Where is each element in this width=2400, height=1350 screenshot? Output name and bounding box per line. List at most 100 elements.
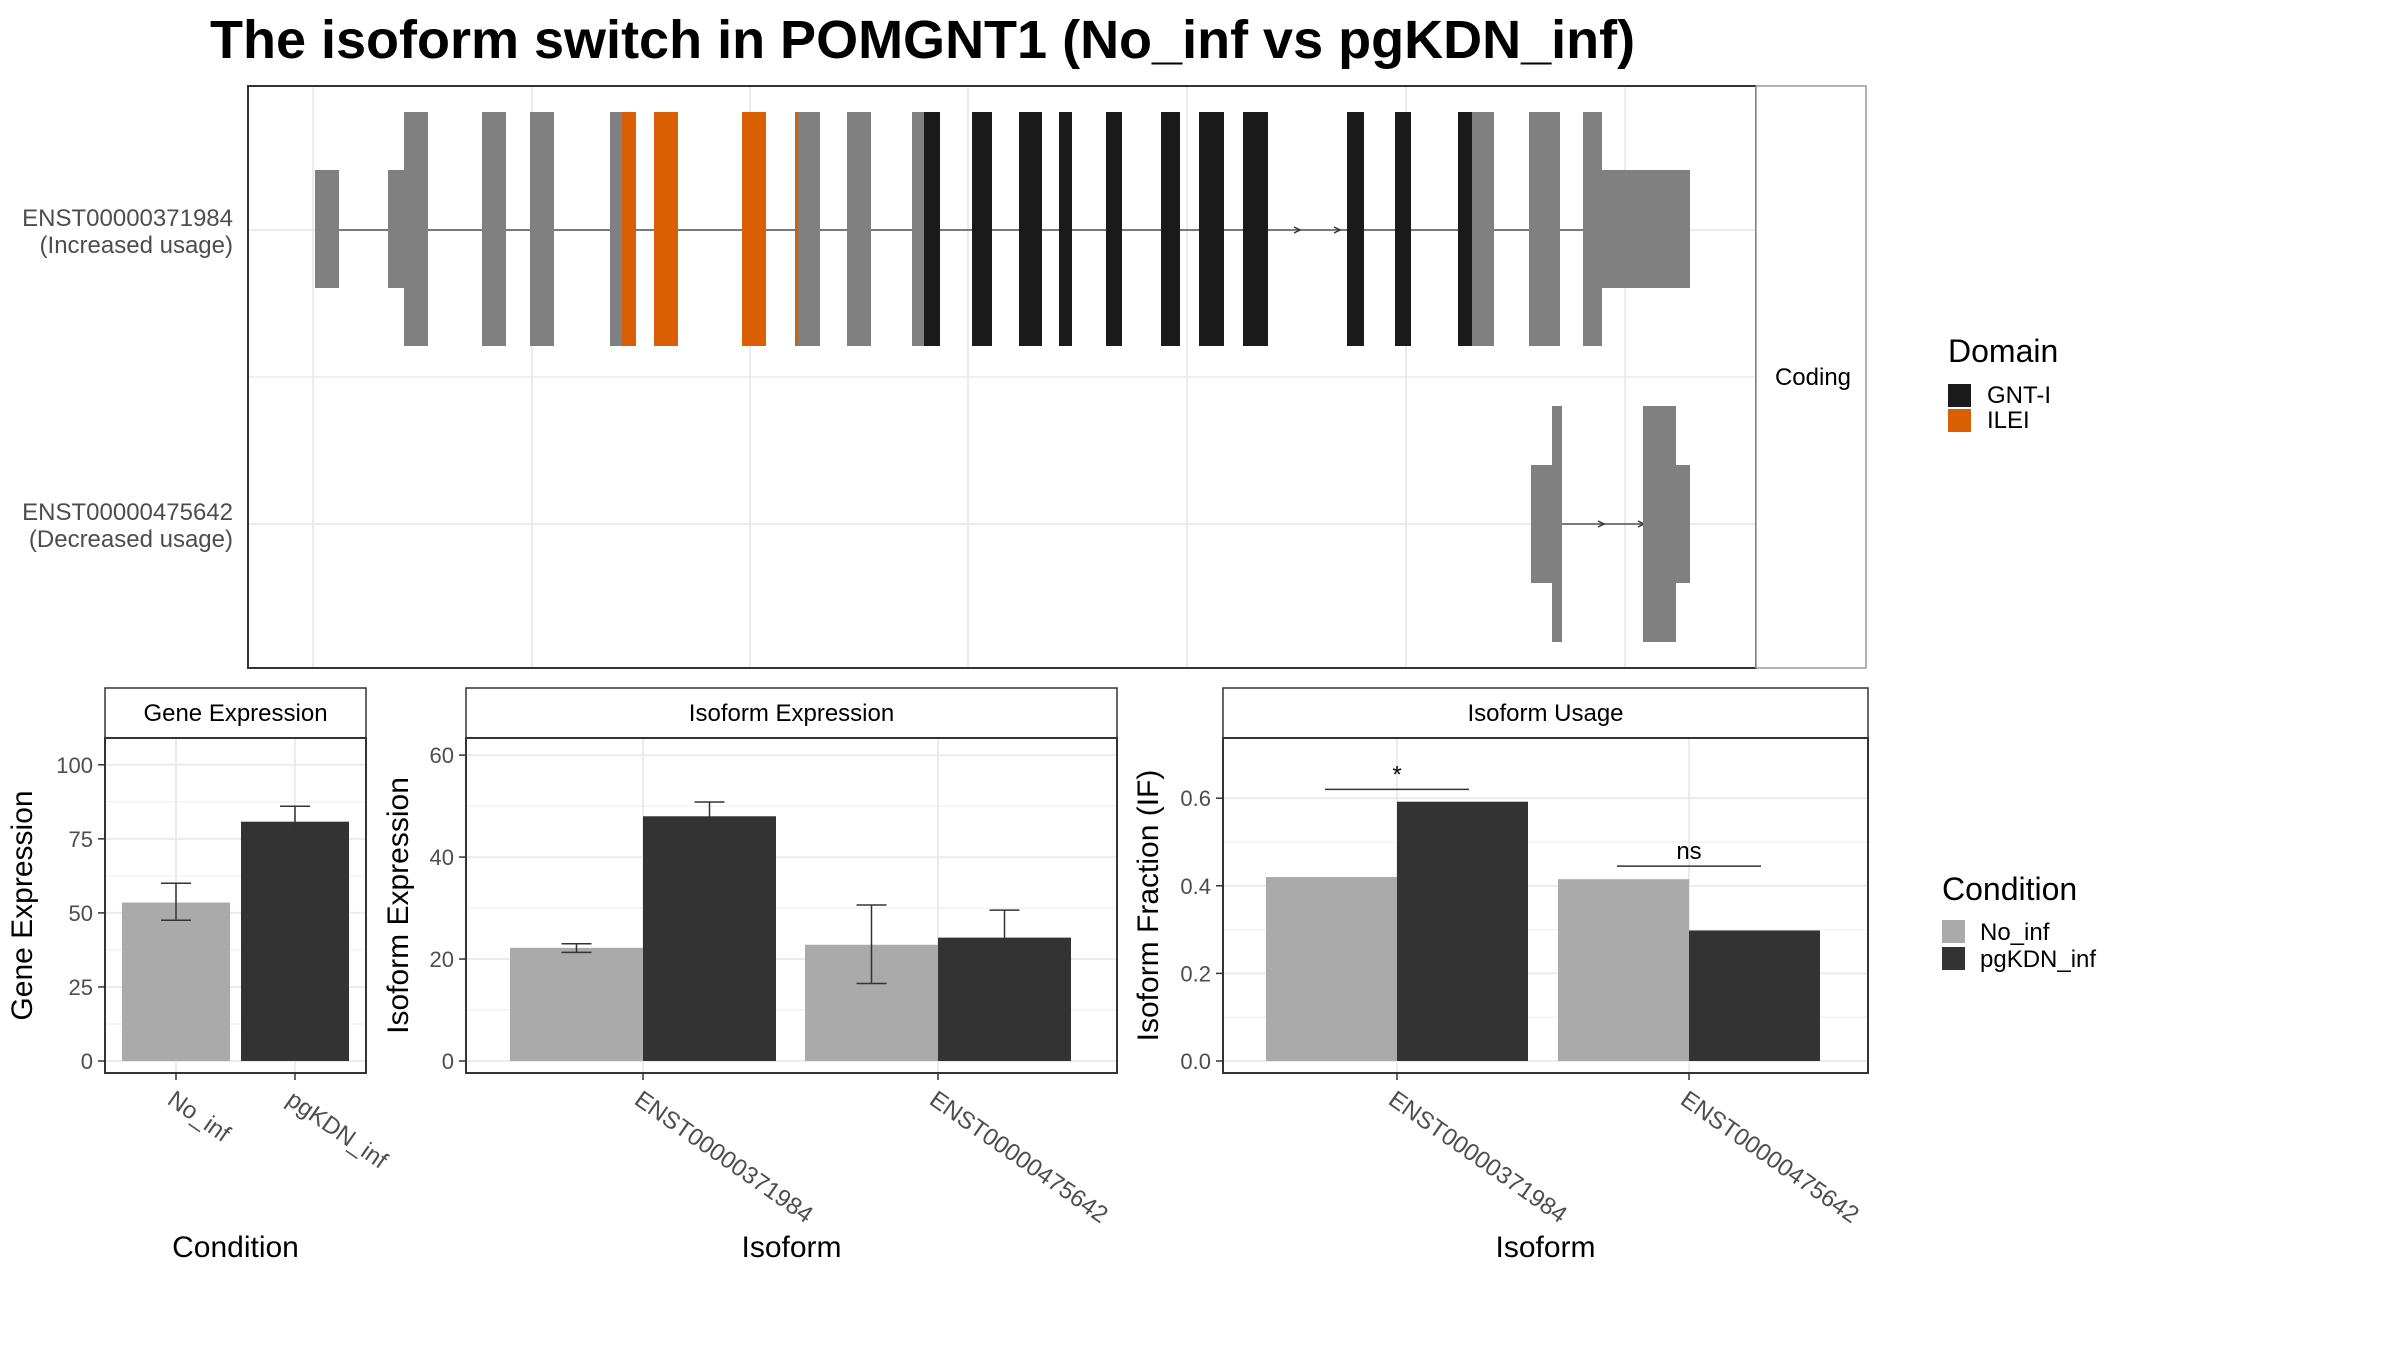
domain-legend-label: GNT-I [1987,382,2051,409]
transcript-1-exon [610,112,622,346]
y-axis-title: Isoform Expression [382,777,415,1034]
bar-panel-2: Isoform Expression 0 20 40 60 ENST00000371984… [382,687,1118,1264]
y-tick-label: 60 [430,743,454,768]
bar-pgKDN_inf-ENST00000371984 [1397,801,1528,1061]
gnt-i-domain-exon [1161,112,1180,346]
y-tick-label: 50 [69,901,93,926]
x-tick-label: ENST00000475642 [925,1086,1113,1229]
gnt-i-domain-exon [1243,112,1268,346]
ilei-domain-exon [622,112,636,346]
condition-legend-swatch [1942,920,1965,943]
transcript-2-exon [1676,465,1690,583]
gnt-i-domain-exon [1059,112,1072,346]
gnt-i-domain-exon [1395,112,1411,346]
gnt-i-domain-exon [1199,112,1224,346]
ilei-domain-exon [654,112,678,346]
panel-border [104,737,367,1074]
bar-No_inf-ENST00000475642 [1558,879,1689,1061]
domain-legend-title: Domain [1948,333,2058,369]
transcript-usage-label: (Increased usage) [40,232,233,259]
x-axis-title: Isoform [741,1231,841,1264]
ilei-domain-exon [742,112,766,346]
y-tick-label: 0.2 [1180,961,1211,986]
transcript-1-exon [482,112,506,346]
gnt-i-domain-exon [1106,112,1122,346]
transcript-1-exon [798,112,820,346]
bar-panel-1: Gene Expression 0 25 50 75 100 No_inf pgKDN_inf… [6,687,393,1264]
y-axis-title: Isoform Fraction (IF) [1132,770,1165,1042]
x-tick-label: ENST00000475642 [1676,1086,1864,1229]
y-tick-label: 0.0 [1180,1049,1211,1074]
domain-legend-label: ILEI [1987,407,2030,434]
transcript-id-label: ENST00000371984 [22,205,233,232]
coding-facet-strip [1755,85,1867,669]
gnt-i-domain-exon [1019,112,1042,346]
transcript-1-direction-arrow [1293,226,1302,234]
domain-legend-swatch [1948,409,1971,432]
x-axis-title: Condition [172,1231,299,1264]
x-tick-label: ENST00000371984 [1384,1086,1572,1229]
condition-legend-label: pgKDN_inf [1980,946,2096,973]
x-tick-label: No_inf [163,1086,236,1148]
transcript-1-exon [1529,112,1560,346]
bar-pgKDN_inf-ENST00000475642 [1689,930,1820,1061]
gnt-i-domain-exon [1347,112,1364,346]
transcript-1-exon [1472,112,1494,346]
gnt-i-domain-exon [924,112,940,346]
condition-legend-swatch [1942,947,1965,970]
x-tick-label: ENST00000371984 [630,1086,818,1229]
gnt-i-domain-exon [972,112,992,346]
coding-facet-label: Coding [1775,364,1851,391]
x-axis-title: Isoform [1495,1231,1595,1264]
bar-No_inf-ENST00000371984 [510,947,643,1061]
significance-label: * [1392,761,1401,788]
transcript-2-direction-arrow [1597,520,1606,528]
gnt-i-domain-exon [1458,112,1472,346]
transcript-1-exon [530,112,554,346]
x-tick-label: pgKDN_inf [282,1086,393,1175]
expression-bar-panels: Gene Expression 0 25 50 75 100 No_inf pgKDN_inf… [6,687,1869,1264]
transcript-1-exon [847,112,871,346]
transcript-2-exon [1643,406,1676,642]
y-tick-label: 0.6 [1180,786,1211,811]
y-tick-label: 75 [69,827,93,852]
y-tick-label: 100 [56,753,93,778]
bar-pgKDN_inf [241,821,349,1061]
significance-label: ns [1676,838,1701,865]
transcript-1-exon [388,170,404,288]
transcript-usage-label: (Decreased usage) [29,526,233,553]
panel-title-strip [465,687,1118,739]
condition-legend-title: Condition [1942,871,2077,907]
transcript-1-exon [1583,112,1602,346]
y-tick-label: 40 [430,845,454,870]
ilei-domain-exon [795,112,798,346]
figure-title: The isoform switch in POMGNT1 (No_inf vs… [210,10,1635,70]
panel-border [465,737,1118,1074]
y-tick-label: 0 [442,1049,454,1074]
y-tick-label: 20 [430,947,454,972]
panel-title: Gene Expression [143,700,327,727]
panel-title-strip [1222,687,1869,739]
bar-No_inf [122,902,230,1061]
condition-legend-label: No_inf [1980,919,2050,946]
y-axis-title: Gene Expression [6,790,39,1020]
y-tick-label: 25 [69,975,93,1000]
transcript-1-exon [315,170,339,288]
domain-legend-swatch [1948,384,1971,407]
transcript-1-direction-arrow [1333,226,1342,234]
transcript-2-exon [1531,465,1552,583]
panel-title: Isoform Expression [689,700,894,727]
transcript-id-label: ENST00000475642 [22,499,233,526]
bar-panel-3: Isoform Usage * ns 0.0 0.2 0.4 0.6 ENST00000371… [1132,687,1869,1264]
transcript-1-exon [404,112,428,346]
transcript-1-exon [912,112,924,346]
panel-border [1222,737,1869,1074]
panel-title: Isoform Usage [1467,700,1623,727]
transcript-2-exon [1552,406,1562,642]
y-tick-label: 0.4 [1180,874,1211,899]
transcript-1-exon [1602,170,1690,288]
y-tick-label: 0 [81,1049,93,1074]
